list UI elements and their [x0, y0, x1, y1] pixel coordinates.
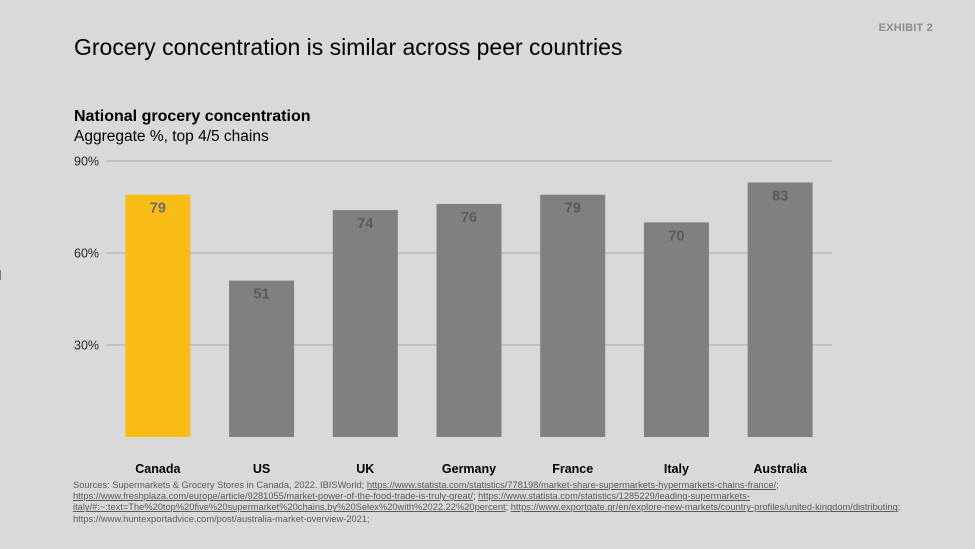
- y-tick-label: 60%: [74, 247, 99, 261]
- sources-separator: ;: [776, 480, 779, 490]
- category-label: Australia: [753, 462, 808, 476]
- source-link-freshplaza[interactable]: https://www.freshplaza.com/europe/articl…: [73, 491, 473, 502]
- category-label: Canada: [135, 462, 181, 476]
- data-label: 70: [668, 228, 684, 244]
- sources-note: Sources: Supermarkets & Grocery Stores i…: [73, 480, 903, 525]
- sources-separator: ;: [505, 502, 511, 513]
- category-label: Italy: [664, 462, 689, 476]
- data-label: 51: [254, 287, 270, 303]
- edge-marker: [0, 270, 1, 280]
- chart-subtitle: Aggregate %, top 4/5 chains: [74, 128, 269, 145]
- y-tick-label: 30%: [74, 339, 99, 353]
- bar: [643, 222, 709, 437]
- data-label: 79: [150, 201, 166, 217]
- bar: [436, 203, 502, 437]
- chart-title: National grocery concentration: [74, 108, 311, 125]
- sources-separator: ;: [897, 502, 901, 513]
- data-label: 83: [772, 188, 788, 204]
- data-label: 79: [565, 201, 581, 217]
- category-label: US: [253, 462, 270, 476]
- category-label: France: [552, 462, 593, 476]
- y-tick-label: 90%: [74, 155, 99, 169]
- bar: [747, 182, 813, 437]
- source-link-italy[interactable]: https://www.statista.com/statistics/1285…: [73, 491, 750, 513]
- sources-prefix: Sources: Supermarkets & Grocery Stores i…: [73, 480, 367, 490]
- bar: [540, 194, 606, 437]
- source-link-uk[interactable]: https://www.exportgate.gr/en/explore-new…: [510, 502, 898, 513]
- sources-separator: ;: [472, 491, 479, 502]
- exhibit-label: EXHIBIT 2: [878, 22, 933, 34]
- data-label: 76: [461, 210, 477, 226]
- category-label: Germany: [442, 462, 496, 476]
- category-label: UK: [356, 462, 374, 476]
- bar: [125, 194, 191, 437]
- bar: [332, 210, 398, 437]
- slide-title: Grocery concentration is similar across …: [74, 34, 623, 60]
- source-link-france[interactable]: https://www.statista.com/statistics/7781…: [366, 480, 777, 490]
- bar: [229, 280, 295, 437]
- data-label: 74: [357, 216, 373, 232]
- source-link-australia: https://www.huntexportadvice.com/post/au…: [73, 513, 370, 524]
